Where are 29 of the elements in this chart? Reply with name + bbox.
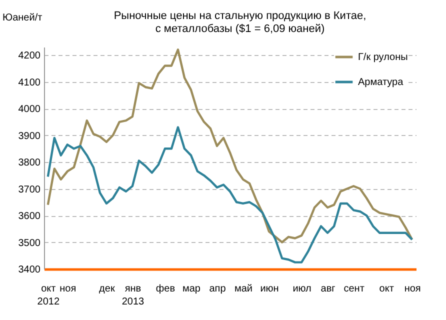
x-tick-label: фев — [156, 284, 176, 294]
x-tick-label: мар — [182, 284, 201, 294]
x-tick-label: май — [234, 284, 253, 294]
x-tick-label: апр — [209, 284, 226, 294]
x-tick-label: ноя — [60, 284, 76, 294]
y-tick-label: 3500 — [18, 238, 41, 249]
line-series — [46, 126, 414, 264]
y-tick-label: 3400 — [18, 264, 41, 276]
legend-label: Г/к рулоны — [358, 52, 408, 63]
y-axis-title: Юаней/т — [2, 12, 43, 24]
chart-title: Рыночные цены на стальную продукцию в Китае, с металлобазы ($1 = 6,09 юаней) — [114, 10, 366, 35]
y-tick-label: 3600 — [18, 211, 41, 222]
x-tick-label: ноя — [404, 284, 421, 294]
y-tick-label: 3700 — [18, 184, 41, 196]
y-tick-label: 4100 — [18, 77, 41, 88]
line-series — [46, 48, 414, 244]
x-tick-label: июн — [260, 284, 279, 294]
y-tick-label: 4000 — [18, 104, 41, 116]
y-tick-label: 4200 — [18, 50, 41, 62]
y-tick-label: 3800 — [18, 158, 41, 169]
y-tick-label: 3900 — [18, 130, 41, 142]
x-tick-label: окт 2012 — [37, 284, 60, 308]
x-tick-label: сент — [344, 284, 365, 294]
x-tick-label: дек — [99, 284, 116, 294]
x-tick-label: июл — [292, 284, 312, 294]
x-tick-label: окт — [379, 284, 394, 294]
legend-label: Арматура — [358, 77, 404, 88]
x-tick-label: авг — [320, 284, 336, 294]
x-tick-label: янв 2013 — [122, 284, 145, 308]
